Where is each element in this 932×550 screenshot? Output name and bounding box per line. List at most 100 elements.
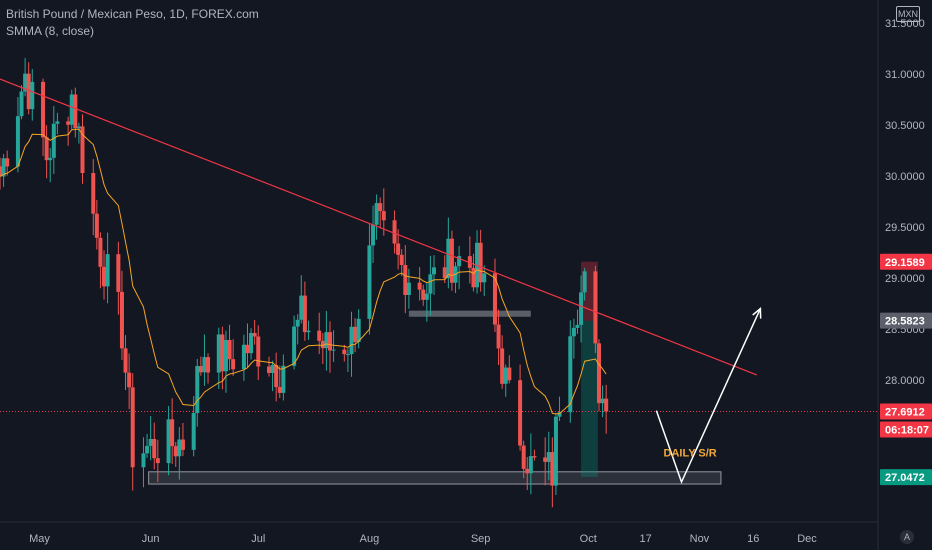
x-tick-label: Jul [251,533,265,545]
price-badge-label: 27.0472 [885,472,925,484]
candle-up [69,94,74,125]
candle-down [277,387,282,393]
candle-up [306,330,311,333]
candle-up [241,344,246,370]
candle-down [127,372,132,388]
candle-up [482,273,487,283]
price-badge [880,312,932,329]
currency-label[interactable]: MXN [896,6,920,22]
candle-up [571,327,576,337]
candle-down [302,295,307,333]
candles-group [0,57,609,508]
candle-down [274,365,279,388]
smma-line [0,128,607,415]
candle-up [432,267,436,275]
candle-down [26,73,31,110]
price-badge-label: 28.5823 [885,316,925,328]
candle-up [345,354,350,356]
candle-up [428,274,433,294]
price-badge-label: 06:18:07 [885,424,929,436]
candle-up [1,158,6,177]
candle-down [532,456,537,458]
price-badge [880,421,932,438]
candle-down [396,243,401,255]
candle-down [267,366,272,373]
candle-down [180,439,185,450]
candle-down [198,366,203,373]
x-tick-label: Aug [360,533,380,545]
candle-up [557,412,562,417]
candle-up [568,336,573,413]
candle-down [342,349,347,355]
candle-up [202,357,207,373]
candle-down [0,166,2,177]
candle-down [403,265,408,295]
candle-up [19,91,24,117]
candle-down [123,348,128,373]
x-tick-label: Nov [690,533,710,545]
y-tick-label: 29.0000 [885,273,925,285]
candle-down [500,348,505,384]
candle-down [507,367,512,381]
candle-up [177,439,182,457]
candle-up [148,438,153,446]
candle-down [399,254,404,266]
y-tick-label: 29.5000 [885,222,925,234]
annotation-label: DAILY S/R [664,448,717,460]
x-tick-label: Jun [142,533,160,545]
candle-down [596,343,601,404]
candle-down [152,438,157,459]
price-badge [880,469,932,486]
candle-down [378,203,383,212]
candle-down [593,271,598,344]
candle-up [457,256,462,267]
candle-up [295,319,300,327]
candle-up [600,398,605,404]
candle-up [145,445,150,454]
candle-down [604,398,609,412]
candle-down [98,237,103,267]
candle-down [492,273,497,325]
candle-up [51,123,56,158]
candle-up [367,245,372,319]
candle-up [371,224,376,246]
candle-down [525,468,530,474]
resistance-zone [408,310,531,317]
candle-down [80,126,85,174]
x-tick-label: Sep [471,533,491,545]
y-tick-label: 30.0000 [885,171,925,183]
auto-scale-button[interactable]: A [900,530,914,544]
candle-down [449,238,454,283]
candle-down [518,380,523,446]
candle-down [317,330,322,341]
candle-down [252,333,257,337]
candle-down [41,81,46,138]
candle-down [256,336,261,367]
chart-legend: British Pound / Mexican Peso, 1D, FOREX.… [6,6,259,40]
candle-up [76,126,81,129]
candle-up [30,81,35,110]
y-tick-label: 28.0000 [885,375,925,387]
candle-down [102,266,107,287]
candle-down [421,289,426,300]
candle-up [141,453,146,468]
candle-down [231,359,236,370]
candle-up [166,419,171,464]
y-tick-label: 30.5000 [885,120,925,132]
candle-up [105,254,110,287]
candle-up [528,456,533,474]
candle-down [543,457,548,462]
candle-down [5,158,10,167]
candle-down [170,419,175,447]
candle-up [553,416,558,486]
price-badge [880,403,932,420]
candle-down [73,94,78,129]
symbol-title: British Pound / Mexican Peso, 1D, FOREX.… [6,7,259,21]
candle-up [270,365,275,373]
candle-down [471,267,476,288]
candle-up [424,293,429,300]
candle-down [320,340,325,349]
candle-up [48,157,53,161]
candle-down [220,334,225,372]
